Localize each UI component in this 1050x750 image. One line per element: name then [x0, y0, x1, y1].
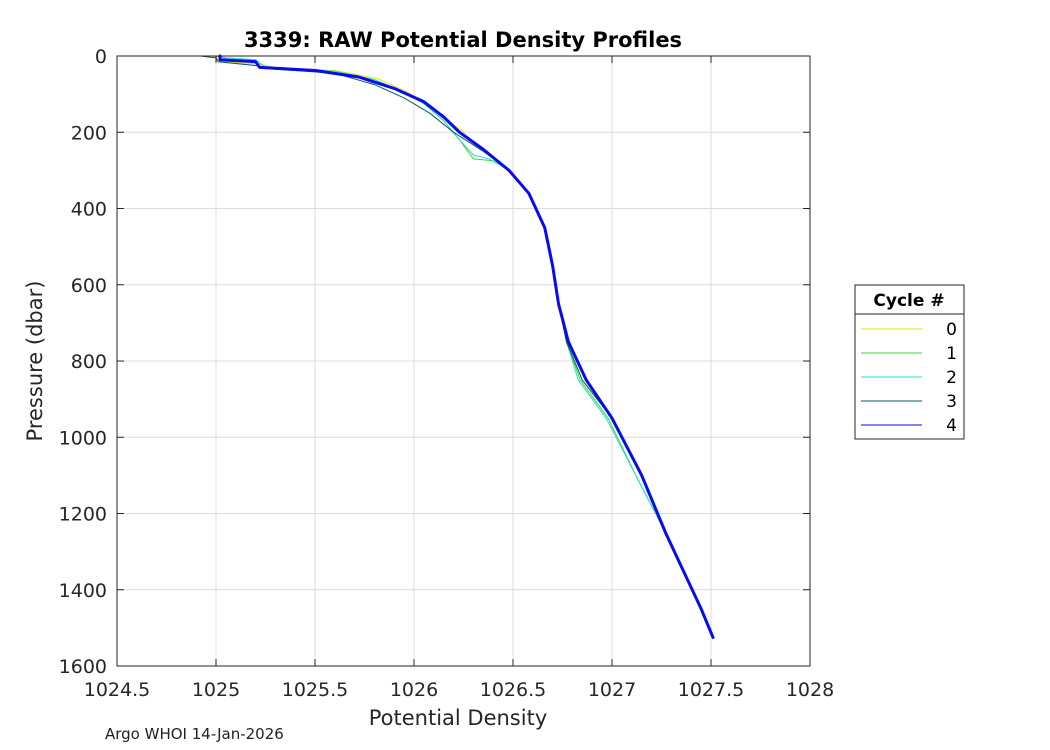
legend-label-cycle-4: 4: [946, 416, 957, 436]
series-line-cycle-4: [218, 54, 715, 639]
legend-label-cycle-0: 0: [946, 320, 957, 340]
legend: Cycle # 0 1 2 3 4: [854, 284, 965, 440]
chart-title: 3339: RAW Potential Density Profiles: [244, 28, 682, 52]
x-tick-label: 1028: [786, 679, 834, 701]
x-tick-label: 1027.5: [678, 679, 744, 701]
y-tick-label: 1600: [59, 656, 107, 678]
y-tick-label: 1000: [59, 427, 107, 449]
footer-credit: Argo WHOI 14-Jan-2026: [105, 725, 284, 743]
series-line-cycle-2: [215, 55, 714, 638]
x-tick-label: 1026: [390, 679, 438, 701]
y-tick-label: 600: [71, 275, 107, 297]
axis-ticks: [116, 55, 811, 667]
x-tick-label: 1025: [192, 679, 240, 701]
legend-title: Cycle #: [873, 291, 944, 311]
x-tick-label: 1024.5: [84, 679, 150, 701]
legend-box: [854, 284, 965, 440]
legend-label-cycle-1: 1: [946, 344, 957, 364]
grid-lines: [116, 55, 811, 667]
legend-label-cycle-2: 2: [946, 368, 957, 388]
y-tick-label: 800: [71, 351, 107, 373]
x-tick-label: 1026.5: [480, 679, 546, 701]
legend-entries: 0 1 2 3 4: [861, 320, 957, 436]
x-tick-labels: 1024.5 1025 1025.5 1026 1026.5 1027 1027.5 1028: [84, 679, 834, 701]
x-axis-label: Potential Density: [369, 706, 548, 730]
series-lines: [199, 54, 715, 639]
y-tick-labels: 0 200 400 600 800 1000 1200 1400 1600: [59, 46, 107, 678]
x-tick-label: 1027: [588, 679, 636, 701]
y-tick-label: 1200: [59, 504, 107, 526]
series-line-cycle-3: [199, 55, 714, 638]
y-tick-label: 1400: [59, 580, 107, 602]
x-tick-label: 1025.5: [282, 679, 348, 701]
y-tick-label: 200: [71, 122, 107, 144]
series-line-cycle-1: [215, 55, 714, 638]
y-axis-label: Pressure (dbar): [23, 281, 47, 442]
y-tick-label: 0: [95, 46, 107, 68]
y-tick-label: 400: [71, 199, 107, 221]
legend-label-cycle-3: 3: [946, 392, 957, 412]
